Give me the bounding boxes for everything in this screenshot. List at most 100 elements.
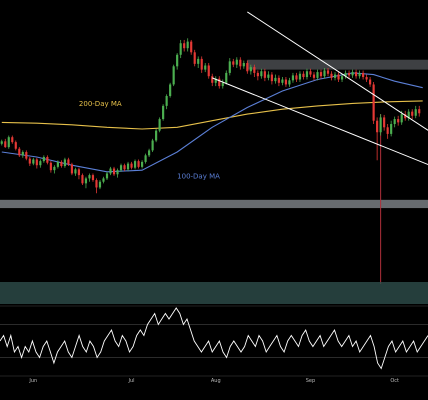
candle-body (411, 111, 414, 116)
candle-body (35, 159, 38, 166)
zone-support (0, 199, 428, 209)
candle-body (109, 168, 112, 174)
candle-body (25, 152, 28, 159)
candle-body (186, 41, 189, 49)
candle-body (400, 114, 403, 123)
candle-body (105, 173, 109, 179)
candle-body (162, 105, 165, 120)
candle-body (179, 43, 182, 55)
ma100-line (1, 72, 423, 173)
candle-body (0, 141, 3, 144)
candle-body (232, 61, 235, 65)
candle-body (260, 71, 263, 77)
candle-body (390, 124, 393, 134)
candle-body (302, 73, 305, 78)
candle-body (376, 120, 379, 133)
candle-body (323, 70, 326, 77)
candle-body (354, 72, 358, 77)
candle-body (95, 180, 98, 188)
candle-body (347, 72, 351, 76)
candle-body (70, 164, 74, 174)
candle-body (4, 141, 7, 148)
candle-body (49, 162, 52, 171)
candle-body (295, 75, 298, 80)
time-axis: JunJulAugSepOctNov (28, 378, 399, 384)
candle-body (148, 150, 151, 156)
x-tick-label: Aug (211, 378, 221, 384)
candle-body (330, 73, 333, 78)
candle-body (211, 76, 214, 83)
candle-body (11, 137, 14, 143)
candle-body (53, 166, 56, 171)
candle-body (88, 175, 91, 179)
candle-body (362, 72, 365, 78)
candle-body (358, 72, 361, 77)
candle-body (197, 58, 200, 64)
candle-body (60, 161, 63, 167)
candle-body (133, 161, 137, 168)
candle-body (98, 181, 102, 188)
candle-body (309, 71, 312, 75)
candle-body (140, 161, 144, 167)
candle-body (284, 79, 288, 85)
candle-body (333, 74, 337, 78)
candle-body (126, 163, 130, 170)
candle-body (63, 159, 66, 167)
x-tick-label: Oct (390, 378, 399, 384)
candle-body (274, 77, 277, 82)
candle-body (112, 168, 116, 175)
candle-body (298, 73, 302, 80)
candle-body (228, 61, 231, 73)
candle-body (42, 156, 45, 162)
candle-body (253, 67, 256, 73)
candle-body (130, 163, 133, 168)
candle-body (218, 78, 221, 87)
candle-body (7, 137, 10, 148)
oscillator-line (0, 307, 428, 370)
candle-body (326, 70, 330, 74)
candle-body (67, 159, 70, 165)
candle-body (214, 78, 217, 83)
candle-body (18, 148, 21, 156)
x-tick-label: Jun (28, 378, 37, 384)
candle-body (393, 119, 396, 125)
candle-body (397, 119, 400, 123)
price-panel (0, 11, 428, 284)
candle-body (312, 74, 316, 78)
candle-body (119, 165, 123, 171)
ma100-label: 100-Day MA (177, 172, 220, 180)
candle-body (123, 165, 126, 170)
candle-body (369, 79, 372, 85)
candle-body (277, 77, 280, 83)
candle-body (263, 71, 266, 78)
oscillator-panel (0, 307, 428, 377)
candle-body (404, 114, 407, 119)
candle-body (190, 41, 193, 53)
candle-body (267, 74, 270, 78)
candle-body (14, 142, 17, 149)
x-tick-label: Jul (128, 378, 135, 384)
candle-body (407, 111, 410, 119)
candle-body (246, 63, 249, 72)
candle-body (46, 156, 49, 163)
candle-body (144, 155, 147, 162)
candle-body (91, 175, 95, 181)
candle-body (281, 79, 284, 83)
candle-body (242, 63, 245, 67)
candle-body (39, 161, 42, 166)
candle-body (414, 109, 417, 116)
volume-panel (0, 282, 428, 307)
zone-resistance (247, 59, 428, 70)
candle-body (81, 175, 84, 184)
candle-body (340, 76, 344, 80)
trendline-2 (212, 77, 428, 166)
candle-body (383, 117, 386, 128)
candle-body (291, 75, 295, 81)
candle-body (183, 43, 186, 49)
candle-body (207, 65, 210, 77)
candle-body (239, 59, 242, 67)
trendline-1 (247, 11, 428, 131)
candle-body (288, 80, 291, 85)
candle-body (21, 152, 24, 156)
candle-body (165, 95, 168, 106)
